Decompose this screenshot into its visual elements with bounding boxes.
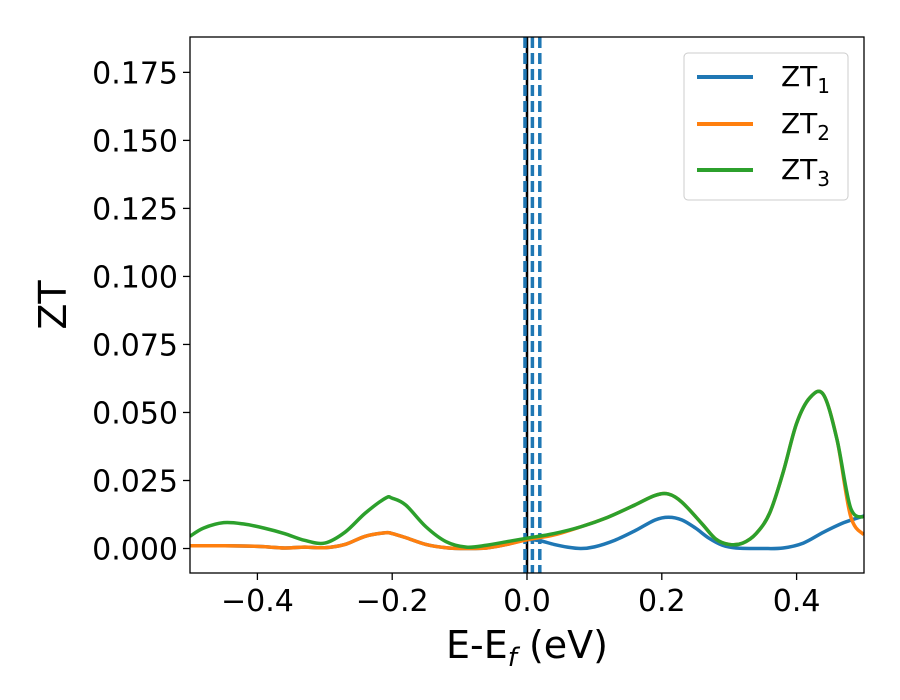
x-axis-title: E-Ef (eV) <box>446 623 608 673</box>
x-axis: −0.4 −0.2 0.0 0.2 0.4 <box>221 573 820 619</box>
x-tick-label: 0.2 <box>638 584 686 619</box>
y-tick-label: 0.100 <box>92 260 178 295</box>
y-tick-label: 0.175 <box>92 56 178 91</box>
legend-box <box>683 52 849 201</box>
y-tick-label: 0.000 <box>92 533 178 568</box>
y-tick-label: 0.075 <box>92 328 178 363</box>
y-tick-label: 0.050 <box>92 396 178 431</box>
legend-label-zt2: ZT2 <box>781 107 830 145</box>
y-axis-title: ZT <box>31 280 75 330</box>
y-tick-label: 0.125 <box>92 192 178 227</box>
legend-label-zt1: ZT1 <box>781 60 830 98</box>
x-tick-label: −0.2 <box>356 584 429 619</box>
series-line-zt3 <box>190 389 864 550</box>
legend: ZT1 ZT2 ZT3 <box>683 52 849 201</box>
reference-lines <box>523 37 542 573</box>
y-tick-label: 0.150 <box>92 124 178 159</box>
x-tick-label: −0.4 <box>221 584 294 619</box>
y-axis: 0.000 0.025 0.050 0.075 0.100 0.125 0.150 0.175 <box>92 56 190 568</box>
legend-label-zt3: ZT3 <box>781 153 830 191</box>
series-layer <box>190 389 864 551</box>
x-tick-label: 0.0 <box>503 584 551 619</box>
x-tick-label: 0.4 <box>773 584 821 619</box>
y-tick-label: 0.025 <box>92 464 178 499</box>
